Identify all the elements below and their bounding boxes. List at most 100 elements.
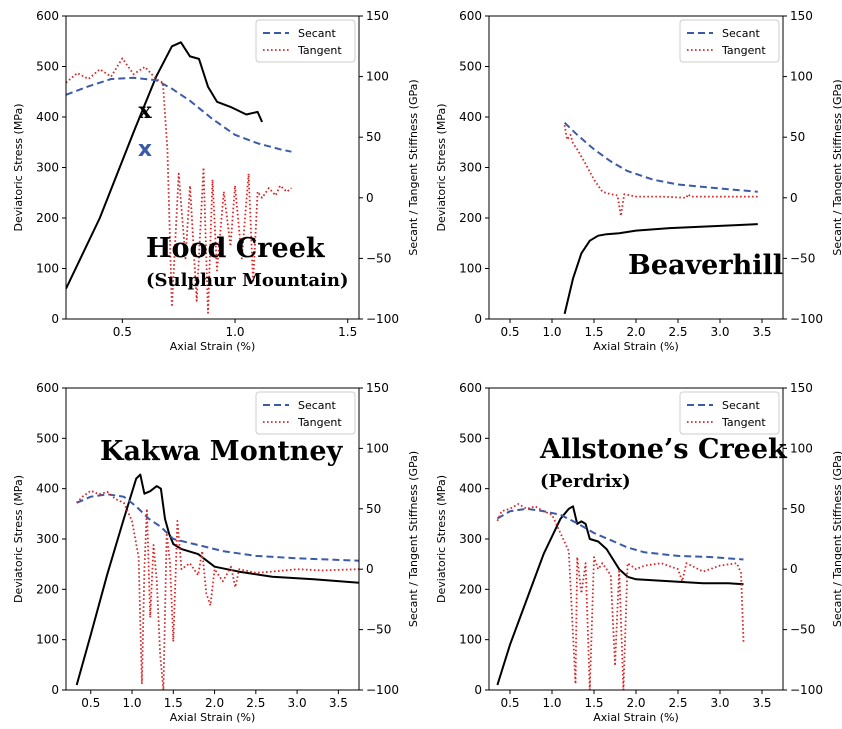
y2-tick-label: −50 — [790, 623, 815, 637]
y-tick-label: 300 — [36, 532, 59, 546]
x-tick-label: 1.5 — [338, 325, 357, 339]
y-tick-label: 0 — [474, 683, 482, 697]
x-tick-label: 1.0 — [122, 696, 141, 710]
x-tick-label: 1.5 — [584, 325, 603, 339]
y-tick-label: 100 — [36, 262, 59, 276]
x-tick-label: 0.5 — [500, 696, 519, 710]
series-group — [563, 121, 758, 315]
legend-label-secant: Secant — [298, 399, 337, 412]
series-line-secant — [563, 121, 758, 193]
y-tick-label: 200 — [459, 211, 482, 225]
y-tick-label: 100 — [459, 633, 482, 647]
y-tick-label: 0 — [51, 312, 59, 326]
x-axis-label: Axial Strain (%) — [593, 711, 679, 724]
legend-label-secant: Secant — [298, 27, 337, 40]
legend: Secant Tangent — [255, 19, 356, 63]
x-tick-label: 2.0 — [626, 696, 645, 710]
series-line-secant — [76, 493, 359, 562]
legend-box — [679, 391, 780, 435]
series-line-stress — [75, 473, 359, 686]
x-tick-label: 2.5 — [668, 696, 687, 710]
y2-tick-label: 100 — [366, 70, 389, 84]
legend-box — [255, 19, 356, 63]
panel-subtitle: (Perdrix) — [540, 471, 631, 492]
series-line-tangent — [76, 489, 359, 690]
x-axis-label: Axial Strain (%) — [170, 711, 256, 724]
y-tick-label: 400 — [459, 482, 482, 496]
x-tick-label: 1.5 — [584, 696, 603, 710]
chart-panel-1: 0.5 1.0 1.5 0 100 200 300 400 500 600 −100 −50 0 50 10… — [12, 9, 420, 353]
legend: Secant Tangent — [679, 391, 780, 435]
panel-title: Kakwa Montney — [100, 436, 344, 467]
legend: Secant Tangent — [255, 391, 356, 435]
y-tick-label: 600 — [459, 9, 482, 23]
y-axis-label: Deviatoric Stress (MPa) — [435, 475, 448, 603]
y2-tick-label: −100 — [790, 312, 823, 326]
chart-panel-3: 0.5 1.0 1.5 2.0 2.5 3.0 3.50100200300400500600… — [12, 381, 420, 724]
y-tick-label: 200 — [36, 582, 59, 596]
y2-tick-label: 150 — [790, 9, 813, 23]
y2-tick-label: 100 — [366, 441, 389, 455]
x-tick-label: 1.0 — [542, 696, 561, 710]
legend-label-tangent: Tangent — [297, 44, 342, 57]
x-tick-label: 3.5 — [752, 325, 771, 339]
y-tick-label: 100 — [459, 262, 482, 276]
panel-subtitle: (Sulphur Mountain) — [146, 270, 348, 291]
y-tick-label: 200 — [36, 211, 59, 225]
legend-label-tangent: Tangent — [721, 416, 766, 429]
y2-axis-label: Secant / Tangent Stiffness (GPa) — [407, 79, 420, 255]
legend-box — [679, 19, 780, 63]
y-tick-label: 500 — [36, 60, 59, 74]
x-tick-label: 2.0 — [626, 325, 645, 339]
y-tick-label: 300 — [459, 161, 482, 175]
x-axis-label: Axial Strain (%) — [170, 340, 256, 353]
y-tick-label: 600 — [36, 9, 59, 23]
y-tick-label: 400 — [36, 110, 59, 124]
series-line-tangent — [496, 503, 745, 690]
chart-panel-2: 0.5 1.0 1.5 2.0 2.5 3.0 3.50100200300400500600… — [435, 9, 842, 353]
y-tick-label: 600 — [36, 381, 59, 395]
panel-title: Beaverhill — [628, 250, 783, 281]
y-tick-label: 600 — [459, 381, 482, 395]
y2-tick-label: 50 — [366, 502, 381, 516]
legend-label-secant: Secant — [722, 399, 761, 412]
failure-marker: x — [138, 98, 152, 124]
panel-title: Hood Creek — [146, 233, 326, 264]
series-line-stress — [563, 223, 758, 315]
failure-marker-secant: x — [138, 137, 152, 162]
series-line-stress — [496, 505, 744, 686]
x-tick-label: 3.0 — [710, 696, 729, 710]
x-axis-label: Axial Strain (%) — [593, 340, 679, 353]
x-tick-label: 0.5 — [113, 325, 132, 339]
series-group — [75, 473, 359, 690]
y-tick-label: 500 — [459, 60, 482, 74]
y2-tick-label: 0 — [366, 191, 374, 205]
y2-axis-label: Secant / Tangent Stiffness (GPa) — [831, 451, 842, 627]
y2-axis-label: Secant / Tangent Stiffness (GPa) — [407, 451, 420, 627]
y-axis-label: Deviatoric Stress (MPa) — [12, 104, 25, 232]
x-tick-label: 3.5 — [329, 696, 348, 710]
y2-tick-label: −50 — [366, 251, 391, 265]
x-tick-label: 0.5 — [500, 325, 519, 339]
y2-tick-label: 50 — [790, 130, 805, 144]
y2-tick-label: 150 — [790, 381, 813, 395]
series-line-stress — [66, 41, 264, 290]
series-group — [66, 41, 292, 314]
y-tick-label: 400 — [459, 110, 482, 124]
legend-label-tangent: Tangent — [297, 416, 342, 429]
y-tick-label: 300 — [36, 161, 59, 175]
y2-tick-label: −100 — [366, 683, 399, 697]
y-tick-label: 0 — [51, 683, 59, 697]
series-group — [496, 503, 745, 690]
panel-title: Allstone’s Creek — [539, 434, 788, 465]
y-tick-label: 500 — [36, 431, 59, 445]
y-axis-label: Deviatoric Stress (MPa) — [435, 104, 448, 232]
x-tick-label: 3.0 — [710, 325, 729, 339]
x-tick-label: 3.0 — [288, 696, 307, 710]
series-line-tangent — [563, 124, 758, 217]
y-tick-label: 400 — [36, 482, 59, 496]
y2-tick-label: 100 — [790, 70, 813, 84]
y-tick-label: 200 — [459, 582, 482, 596]
legend-label-tangent: Tangent — [721, 44, 766, 57]
y2-axis-label: Secant / Tangent Stiffness (GPa) — [831, 79, 842, 255]
